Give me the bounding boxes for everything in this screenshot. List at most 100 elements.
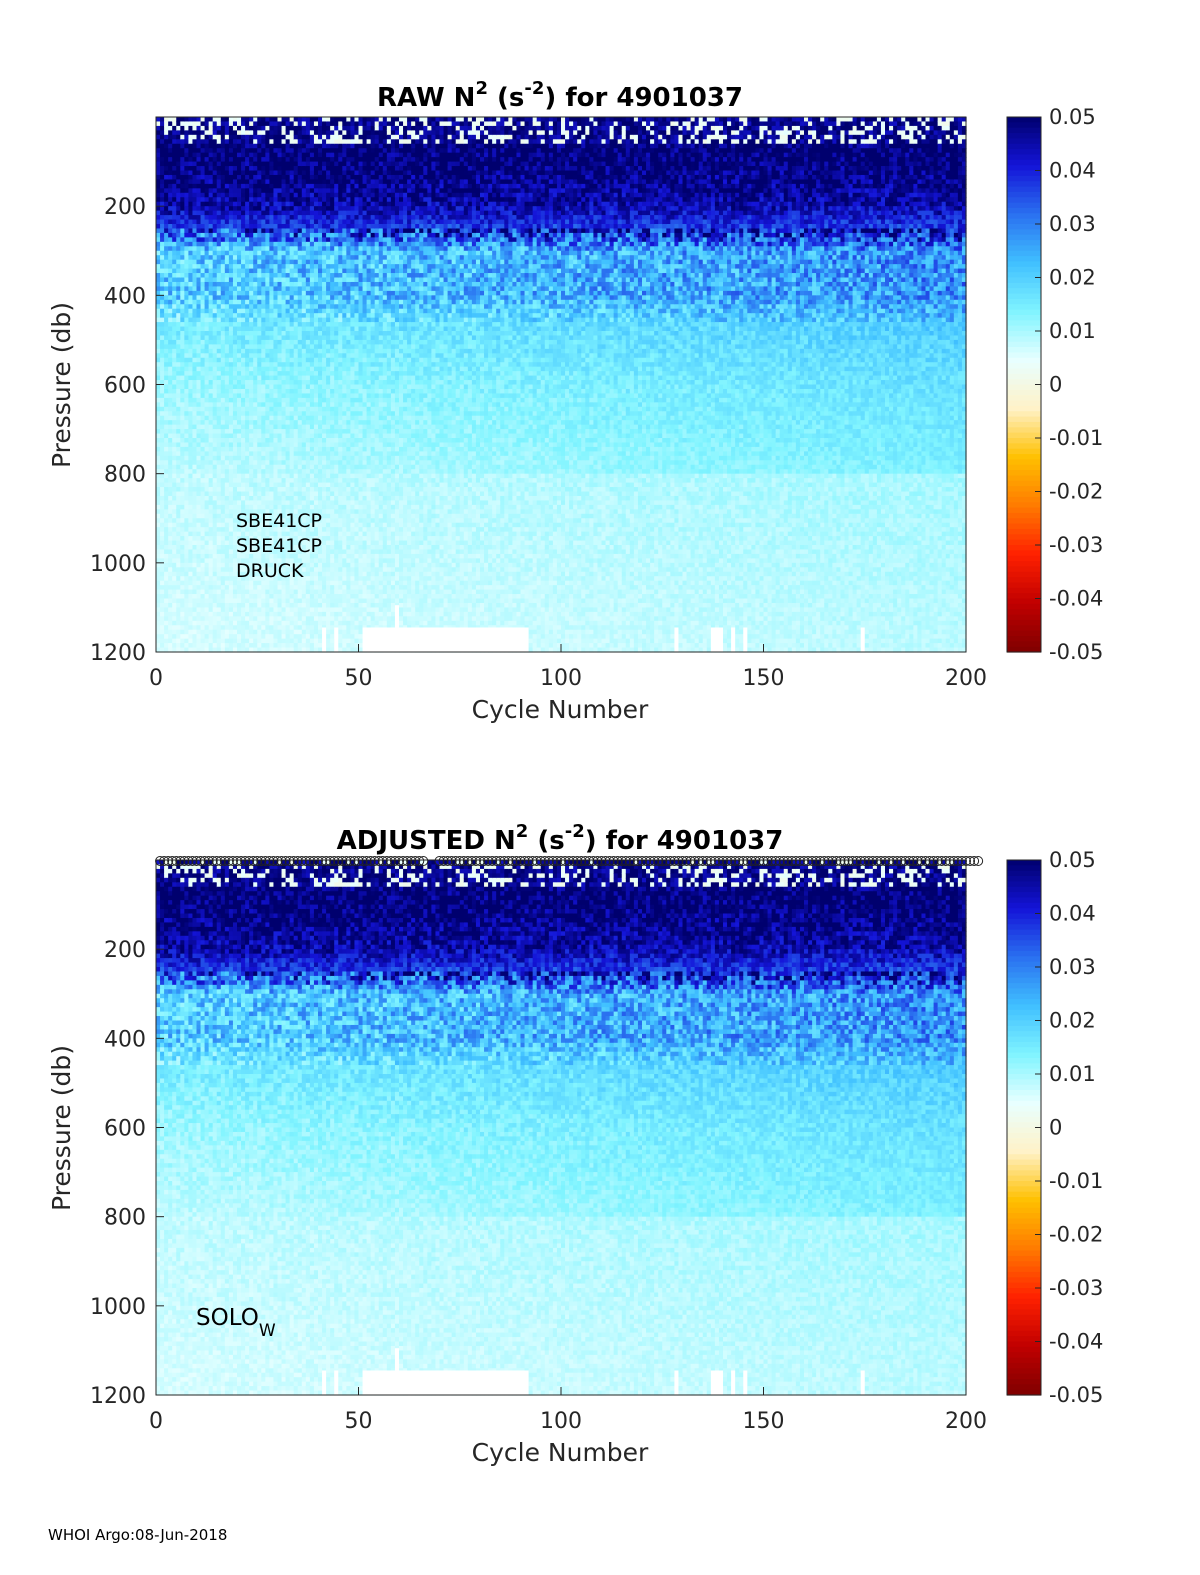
heatmap-cell (184, 549, 189, 555)
heatmap-cell (253, 375, 258, 381)
heatmap-cell (289, 152, 295, 158)
heatmap-cell (196, 424, 202, 430)
heatmap-cell (200, 161, 206, 167)
heatmap-cell (293, 629, 299, 635)
heatmap-cell (273, 522, 279, 528)
heatmap-cell (164, 411, 169, 417)
heatmap-cell (172, 500, 177, 506)
heatmap-cell (241, 384, 246, 390)
heatmap-cell (232, 429, 238, 435)
heatmap-cell (180, 161, 185, 167)
heatmap-cell (309, 339, 315, 345)
heatmap-cell (200, 589, 206, 595)
heatmap-cell (257, 295, 262, 301)
heatmap-cell (172, 446, 177, 452)
heatmap-cell (261, 259, 266, 265)
heatmap-cell (216, 371, 222, 377)
heatmap-cell (277, 393, 283, 399)
heatmap-cell (249, 607, 254, 613)
heatmap-cell (257, 317, 262, 323)
heatmap-cell (257, 545, 262, 551)
heatmap-cell (212, 224, 218, 230)
heatmap-cell (196, 170, 202, 176)
heatmap-cell (273, 250, 279, 256)
heatmap-cell (269, 478, 275, 484)
heatmap-cell (309, 331, 315, 337)
heatmap-cell (285, 553, 291, 559)
heatmap-cell (305, 620, 311, 626)
heatmap-cell (164, 638, 169, 644)
heatmap-cell (237, 643, 242, 649)
heatmap-cell (237, 393, 242, 399)
heatmap-cell (188, 620, 194, 626)
heatmap-cell (156, 629, 161, 635)
heatmap-cell (216, 397, 222, 403)
heatmap-cell (184, 210, 189, 216)
heatmap-cell (204, 469, 210, 475)
heatmap-cell (318, 402, 323, 408)
heatmap-cell (285, 273, 291, 279)
heatmap-cell (253, 125, 258, 131)
heatmap-cell (156, 130, 161, 136)
heatmap-cell (289, 513, 295, 519)
heatmap-cell (281, 442, 287, 448)
heatmap-cell (156, 393, 161, 399)
heatmap-cell (172, 438, 177, 444)
heatmap-cell (216, 384, 222, 390)
heatmap-cell (261, 411, 266, 417)
heatmap-cell (204, 259, 210, 265)
heatmap-cell (245, 339, 250, 345)
heatmap-cell (318, 406, 323, 412)
heatmap-cell (277, 335, 283, 341)
heatmap-cell (232, 273, 238, 279)
heatmap-cell (245, 259, 250, 265)
heatmap-cell (212, 473, 218, 479)
heatmap-cell (228, 433, 234, 439)
heatmap-cell (172, 388, 177, 395)
heatmap-cell (305, 246, 311, 252)
heatmap-cell (196, 286, 202, 292)
heatmap-cell (309, 143, 315, 149)
heatmap-cell (160, 331, 165, 337)
heatmap-cell (188, 143, 194, 149)
heatmap-cell (237, 611, 242, 617)
heatmap-cell (257, 580, 262, 586)
heatmap-cell (285, 174, 291, 181)
heatmap-cell (200, 643, 206, 649)
heatmap-cell (228, 504, 234, 510)
heatmap-cell (237, 277, 242, 283)
heatmap-cell (245, 250, 250, 256)
heatmap-cell (196, 638, 202, 644)
heatmap-cell (237, 344, 242, 350)
heatmap-cell (216, 228, 222, 234)
heatmap-cell (237, 170, 242, 176)
heatmap-cell (228, 540, 234, 546)
heatmap-cell (192, 625, 198, 631)
heatmap-cells (156, 117, 967, 653)
heatmap-cell (253, 299, 258, 305)
heatmap-cell (188, 264, 194, 270)
heatmap-cell (237, 616, 242, 622)
heatmap-cell (322, 228, 327, 234)
heatmap-cell (192, 246, 198, 252)
heatmap-cell (232, 215, 238, 221)
heatmap-cell (277, 491, 283, 497)
heatmap-cell (156, 576, 161, 582)
heatmap-cell (309, 157, 315, 163)
heatmap-cell (261, 460, 266, 466)
heatmap-cell (322, 335, 327, 341)
heatmap-cell (305, 313, 311, 319)
heatmap-cell (228, 259, 234, 265)
heatmap-cell (156, 344, 161, 350)
heatmap-cell (273, 643, 279, 649)
heatmap-cell (245, 638, 250, 644)
heatmap-cell (289, 415, 295, 421)
heatmap-cell (228, 268, 234, 274)
heatmap-cell (318, 527, 323, 533)
heatmap-cell (237, 473, 242, 479)
heatmap-cell (172, 638, 177, 644)
heatmap-cell (273, 446, 279, 452)
heatmap-cell (265, 527, 270, 533)
heatmap-cell (224, 259, 230, 265)
heatmap-cell (261, 522, 266, 528)
